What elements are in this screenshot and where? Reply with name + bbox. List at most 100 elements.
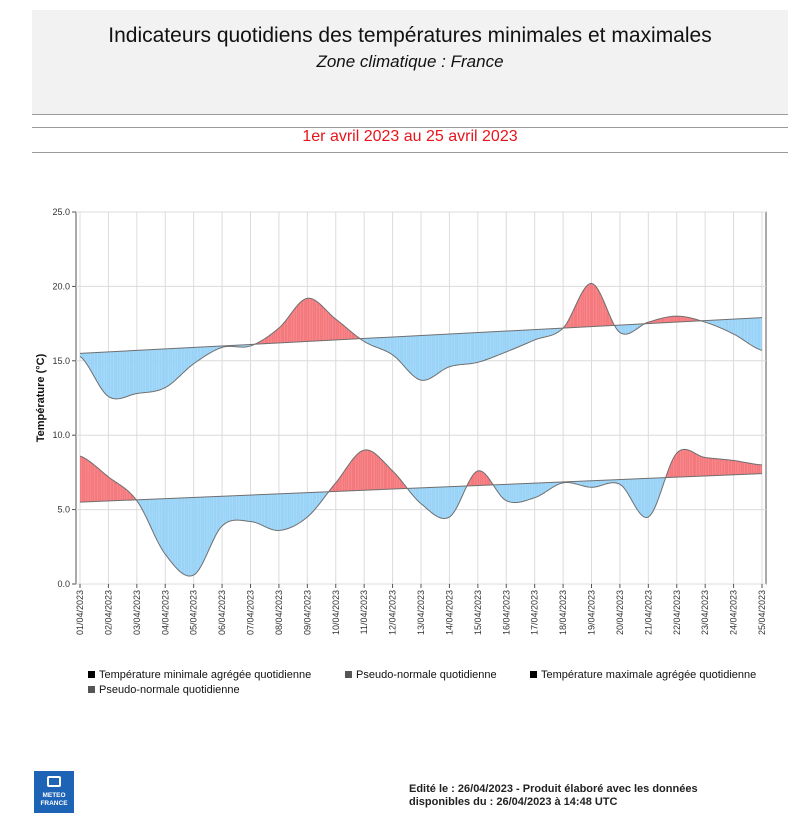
max-above-normal-area [664, 317, 667, 323]
min-below-normal-area [250, 494, 253, 522]
chart-subtitle: Zone climatique : France [316, 52, 504, 71]
min-below-normal-area [175, 498, 178, 570]
max-below-normal-area [177, 348, 180, 378]
max-below-normal-area [94, 352, 96, 380]
max-above-normal-area [586, 284, 588, 327]
min-below-normal-area [458, 486, 461, 505]
max-below-normal-area [369, 338, 372, 346]
min-below-normal-area [618, 479, 620, 485]
max-below-normal-area [524, 330, 526, 345]
max-below-normal-area [458, 333, 461, 365]
logo-mark [47, 776, 61, 787]
min-below-normal-area [518, 483, 521, 503]
max-below-normal-area [147, 349, 150, 393]
max-below-normal-area [520, 330, 523, 347]
x-tick-label: 25/04/2023 [757, 590, 767, 635]
max-below-normal-area [461, 333, 464, 365]
min-above-normal-area [698, 454, 700, 477]
min-above-normal-area [369, 450, 372, 491]
max-above-normal-area [321, 305, 324, 341]
min-below-normal-area [456, 486, 459, 508]
min-below-normal-area [197, 497, 199, 572]
min-below-normal-area [305, 492, 308, 519]
min-below-normal-area [270, 494, 272, 530]
min-above-normal-area [753, 463, 755, 474]
min-below-normal-area [513, 483, 516, 503]
min-below-normal-area [616, 479, 619, 484]
max-below-normal-area [730, 319, 732, 334]
min-below-normal-area [323, 491, 326, 499]
max-below-normal-area [136, 350, 139, 394]
min-above-normal-area [479, 470, 482, 486]
min-below-normal-area [630, 479, 633, 502]
max-below-normal-area [145, 349, 148, 393]
y-tick-label: 0.0 [57, 579, 70, 589]
max-below-normal-area [408, 336, 411, 373]
min-below-normal-area [442, 486, 445, 519]
min-below-normal-area [625, 479, 628, 493]
max-below-normal-area [156, 349, 159, 391]
max-below-normal-area [381, 337, 384, 351]
min-above-normal-area [730, 460, 732, 475]
min-below-normal-area [206, 496, 208, 557]
min-above-normal-area [83, 457, 86, 503]
min-below-normal-area [264, 494, 267, 528]
min-below-normal-area [174, 498, 176, 568]
max-below-normal-area [85, 352, 88, 365]
min-above-normal-area [722, 459, 725, 476]
max-below-normal-area [516, 330, 519, 348]
max-below-normal-area [193, 347, 196, 364]
min-below-normal-area [245, 495, 247, 522]
min-below-normal-area [246, 495, 249, 522]
max-below-normal-area [733, 319, 736, 335]
min-below-normal-area [294, 493, 297, 526]
max-below-normal-area [167, 348, 169, 387]
min-above-normal-area [671, 458, 674, 478]
max-below-normal-area [138, 350, 141, 394]
min-above-normal-area [749, 463, 752, 475]
max-below-normal-area [190, 347, 192, 367]
min-below-normal-area [266, 494, 269, 529]
x-tick-label: 09/04/2023 [302, 590, 312, 635]
min-below-normal-area [660, 477, 663, 493]
max-above-normal-area [294, 306, 297, 343]
x-tick-label: 17/04/2023 [530, 590, 540, 635]
min-above-normal-area [113, 480, 116, 501]
max-below-normal-area [538, 329, 540, 339]
min-above-normal-area [715, 458, 718, 476]
min-above-normal-area [341, 473, 343, 492]
min-above-normal-area [676, 451, 679, 478]
max-above-normal-area [687, 317, 690, 322]
legend-item-normal-min: Pseudo-normale quotidienne [345, 669, 497, 681]
min-above-normal-area [742, 461, 745, 475]
x-tick-label: 04/04/2023 [160, 590, 170, 635]
min-below-normal-area [268, 494, 271, 529]
min-above-normal-area [353, 456, 356, 491]
max-below-normal-area [525, 329, 528, 344]
max-below-normal-area [532, 329, 535, 341]
max-below-normal-area [543, 328, 546, 338]
min-above-normal-area [374, 453, 377, 490]
legend-swatch [345, 671, 352, 678]
max-below-normal-area [168, 348, 171, 386]
min-below-normal-area [172, 498, 175, 566]
min-below-normal-area [586, 480, 588, 487]
min-below-normal-area [422, 487, 425, 507]
max-below-normal-area [454, 333, 457, 366]
max-below-normal-area [529, 329, 532, 343]
max-below-normal-area [442, 334, 445, 371]
max-above-normal-area [579, 294, 581, 328]
max-above-normal-area [674, 316, 677, 323]
min-above-normal-area [667, 466, 670, 478]
min-below-normal-area [650, 478, 652, 516]
logo-text-line2: FRANCE [40, 800, 68, 807]
max-above-normal-area [333, 317, 336, 341]
max-below-normal-area [474, 332, 477, 364]
min-below-normal-area [428, 487, 430, 512]
max-below-normal-area [184, 347, 187, 372]
min-above-normal-area [106, 475, 109, 502]
min-below-normal-area [511, 484, 514, 503]
min-above-normal-area [122, 486, 125, 501]
max-above-normal-area [316, 301, 318, 341]
max-below-normal-area [120, 351, 123, 399]
